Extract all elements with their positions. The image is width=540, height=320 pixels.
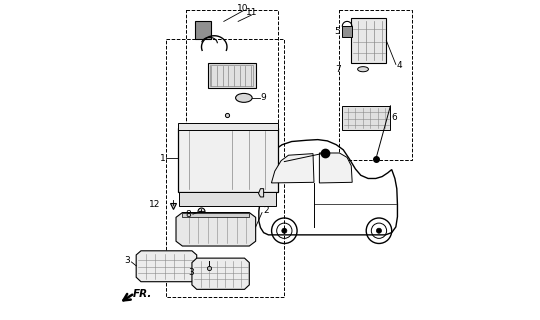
Polygon shape — [272, 154, 314, 183]
Text: FR.: FR. — [132, 290, 152, 300]
Polygon shape — [259, 140, 397, 235]
Polygon shape — [351, 18, 386, 63]
Text: 8: 8 — [186, 210, 192, 219]
Circle shape — [282, 228, 287, 233]
Text: 10: 10 — [237, 4, 248, 13]
Polygon shape — [208, 63, 255, 88]
Polygon shape — [319, 153, 352, 183]
Ellipse shape — [235, 93, 252, 102]
Polygon shape — [136, 251, 197, 282]
Text: 9: 9 — [261, 93, 267, 102]
Polygon shape — [178, 123, 278, 130]
Circle shape — [376, 228, 382, 233]
Text: 2: 2 — [263, 206, 268, 215]
Polygon shape — [342, 26, 352, 37]
Text: 3: 3 — [125, 256, 131, 265]
Polygon shape — [195, 21, 211, 39]
Polygon shape — [183, 212, 249, 217]
Text: 7: 7 — [335, 65, 341, 74]
Ellipse shape — [357, 67, 368, 72]
Text: 3: 3 — [189, 268, 194, 277]
Text: 6: 6 — [392, 114, 397, 123]
Text: 11: 11 — [246, 8, 257, 17]
Polygon shape — [178, 128, 278, 192]
Polygon shape — [342, 106, 390, 130]
Polygon shape — [179, 192, 276, 206]
Polygon shape — [192, 258, 249, 289]
Text: 1: 1 — [160, 154, 165, 163]
Text: 12: 12 — [148, 200, 160, 209]
Text: 4: 4 — [397, 61, 402, 70]
Polygon shape — [176, 212, 255, 246]
Polygon shape — [259, 189, 264, 197]
Text: 5: 5 — [334, 27, 340, 36]
